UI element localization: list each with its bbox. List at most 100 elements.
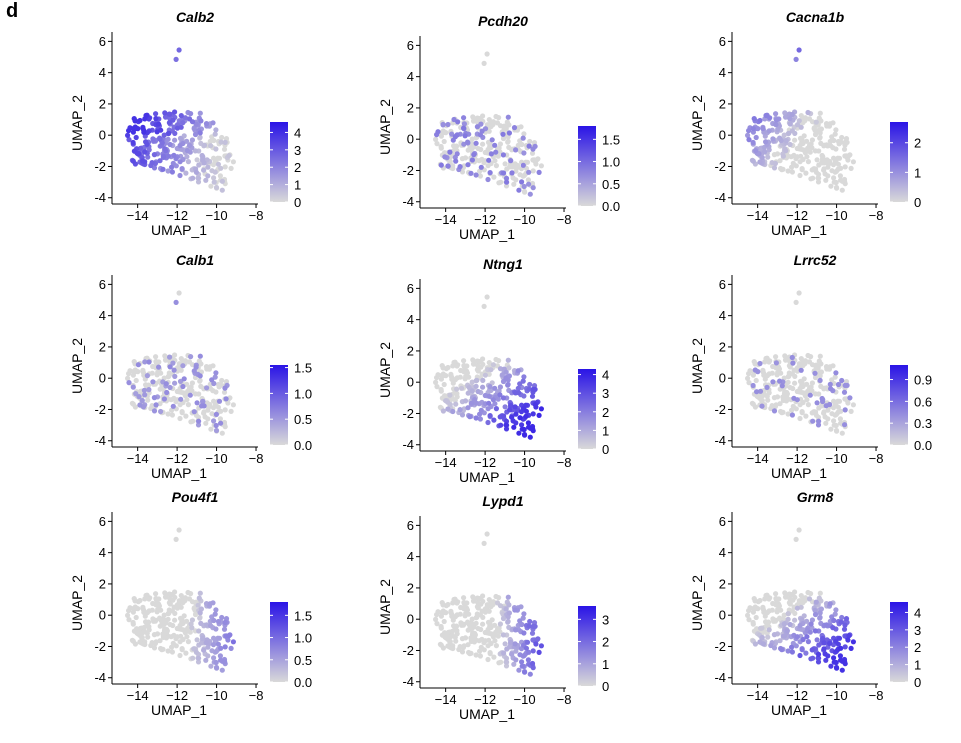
cell-point — [192, 611, 199, 618]
cell-point — [144, 373, 150, 379]
cell-point — [201, 403, 207, 409]
cell-point — [197, 110, 203, 116]
cell-point — [750, 139, 756, 146]
cell-point — [527, 434, 533, 440]
cell-point — [530, 411, 536, 417]
cell-point — [520, 135, 526, 141]
cell-point — [217, 416, 223, 422]
cell-point — [812, 628, 819, 634]
cell-point — [219, 178, 225, 184]
cell-point — [457, 611, 463, 617]
cell-point — [767, 115, 773, 121]
cell-point — [816, 175, 822, 181]
y-tick-label: 6 — [99, 514, 106, 529]
cell-point — [482, 392, 488, 399]
cell-point — [151, 165, 158, 171]
cell-point — [773, 601, 779, 607]
cell-point — [441, 381, 447, 388]
cell-point — [185, 159, 191, 165]
cell-point — [791, 152, 797, 158]
cell-point — [538, 406, 545, 412]
cell-point — [173, 56, 179, 63]
cell-point — [802, 115, 809, 121]
cell-point — [527, 425, 534, 431]
cell-point — [833, 638, 839, 644]
cell-point — [505, 382, 511, 388]
cell-point — [195, 659, 202, 665]
cell-point — [745, 132, 751, 138]
cell-point — [474, 595, 480, 601]
cell-point — [153, 595, 159, 602]
cell-point — [434, 141, 440, 147]
cell-point — [805, 159, 812, 165]
cell-point — [216, 635, 223, 641]
cell-point — [465, 619, 471, 625]
cell-point — [756, 151, 762, 157]
cell-point — [215, 155, 221, 161]
cell-point — [461, 599, 467, 606]
cell-point — [151, 645, 158, 651]
cell-point — [480, 384, 486, 390]
cell-point — [498, 179, 504, 185]
cell-point — [827, 381, 833, 387]
cell-point — [461, 362, 467, 369]
cell-point — [167, 601, 173, 607]
cell-point — [180, 358, 186, 364]
cell-point — [484, 51, 490, 57]
cell-point — [462, 398, 469, 404]
cell-point — [497, 392, 503, 398]
cell-point — [809, 617, 816, 623]
cell-point — [181, 376, 187, 382]
cell-point — [471, 632, 477, 638]
cell-point — [133, 605, 139, 612]
cell-point — [438, 642, 444, 648]
cell-point — [794, 634, 800, 640]
cell-point — [782, 590, 788, 596]
cell-point — [459, 156, 465, 162]
cell-point — [222, 619, 228, 626]
cell-point — [805, 145, 811, 151]
cell-point — [511, 181, 517, 187]
cell-point — [848, 408, 854, 414]
cell-point — [486, 393, 492, 399]
cell-point — [228, 165, 234, 171]
cell-point — [515, 125, 521, 131]
legend-colorbar — [890, 602, 908, 682]
cell-point — [771, 408, 778, 414]
cell-point — [160, 153, 166, 159]
cell-point — [170, 360, 176, 366]
cell-point — [781, 132, 787, 138]
cell-point — [184, 397, 190, 403]
x-tick-label: −14 — [435, 692, 457, 707]
cell-point — [521, 652, 528, 659]
cell-point — [133, 125, 139, 132]
cell-point — [492, 158, 498, 164]
cell-point — [512, 641, 518, 647]
cell-point — [497, 384, 503, 390]
cell-point — [839, 614, 845, 621]
cell-point — [162, 146, 168, 152]
y-axis-label: UMAP_2 — [377, 342, 393, 398]
x-tick-label: −12 — [474, 692, 496, 707]
cell-point — [783, 114, 789, 120]
cell-point — [773, 595, 779, 602]
cell-point — [807, 392, 813, 398]
cell-point — [816, 418, 822, 424]
cell-point — [140, 158, 146, 164]
cell-point — [434, 621, 440, 627]
cell-point — [161, 612, 167, 618]
cell-point — [476, 158, 482, 164]
cell-point — [508, 639, 514, 646]
x-tick-label: −10 — [514, 455, 536, 470]
cell-point — [478, 407, 484, 413]
cell-point — [500, 615, 507, 622]
cell-point — [750, 158, 756, 164]
cell-point — [489, 137, 495, 143]
cell-point — [530, 185, 536, 191]
cell-point — [163, 628, 169, 634]
cell-point — [529, 150, 536, 156]
cell-point — [823, 420, 829, 426]
cell-point — [802, 361, 808, 367]
panel-title: Pcdh20 — [478, 13, 528, 29]
cell-point — [438, 623, 444, 630]
